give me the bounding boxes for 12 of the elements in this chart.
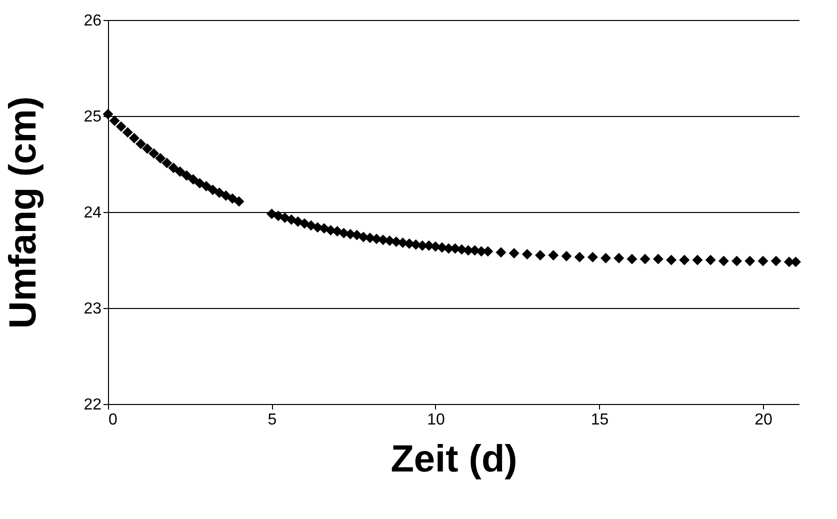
y-tick-label: 22 xyxy=(84,396,102,414)
x-tick-label: 5 xyxy=(268,412,277,428)
y-tick-label: 23 xyxy=(84,300,102,318)
x-axis-title: Zeit (d) xyxy=(390,438,518,480)
y-axis-title: Umfang (cm) xyxy=(2,96,45,329)
y-tick-label: 25 xyxy=(84,108,102,126)
x-tick-label: 15 xyxy=(590,412,609,428)
y-tick-label: 24 xyxy=(84,204,102,222)
y-tick-label: 26 xyxy=(84,12,102,30)
x-tick-label: 20 xyxy=(754,412,772,428)
x-tick-label: 10 xyxy=(427,412,445,428)
x-tick-label: 0 xyxy=(108,412,118,428)
